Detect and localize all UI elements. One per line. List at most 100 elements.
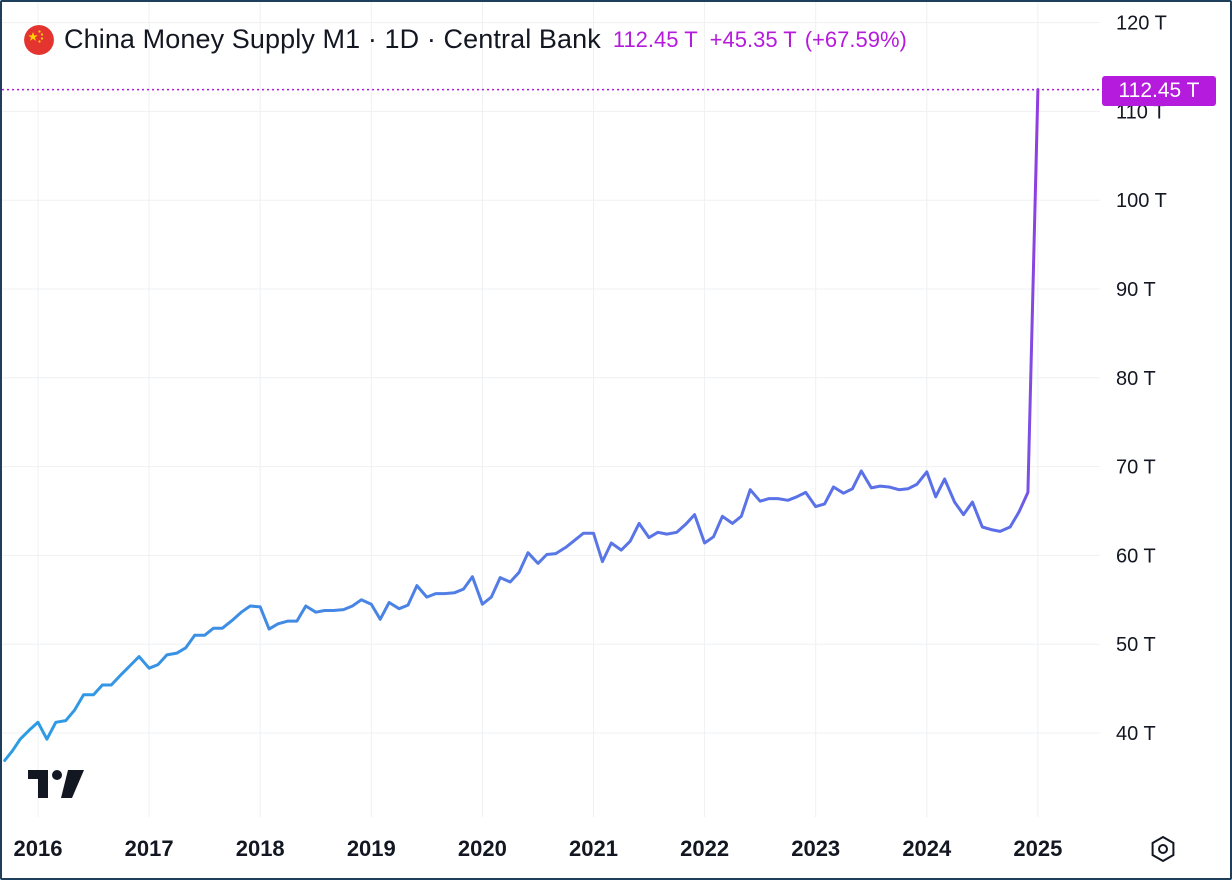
data-point xyxy=(120,673,123,676)
y-tick-label: 100 T xyxy=(1116,190,1167,212)
data-point xyxy=(332,609,335,612)
data-point xyxy=(28,729,31,732)
data-point xyxy=(953,501,956,504)
data-point xyxy=(64,719,67,722)
x-tick-label: 2021 xyxy=(569,836,618,861)
data-point xyxy=(518,571,521,574)
data-point xyxy=(740,515,743,518)
data-point xyxy=(212,627,215,630)
data-point xyxy=(712,535,715,538)
data-point xyxy=(537,562,540,565)
data-point xyxy=(832,486,835,489)
data-point xyxy=(471,575,474,578)
data-point xyxy=(509,581,512,584)
data-point xyxy=(323,609,326,612)
data-point xyxy=(416,584,419,587)
data-point xyxy=(370,603,373,606)
data-point xyxy=(731,522,734,525)
data-point xyxy=(981,526,984,529)
data-point xyxy=(82,693,85,696)
data-point xyxy=(360,598,363,601)
chart-title: China Money Supply M1 · 1D · Central Ban… xyxy=(64,24,601,54)
x-tick-label: 2019 xyxy=(347,836,396,861)
data-point xyxy=(1027,491,1030,494)
data-point xyxy=(184,646,187,649)
data-point xyxy=(703,542,706,545)
data-point xyxy=(879,485,882,488)
data-point xyxy=(221,627,224,630)
data-point xyxy=(314,611,317,614)
data-point xyxy=(777,497,780,500)
data-point xyxy=(1037,88,1040,91)
data-point xyxy=(925,471,928,474)
data-point xyxy=(999,530,1002,533)
data-point xyxy=(231,619,234,622)
data-point xyxy=(665,533,668,536)
data-point xyxy=(101,684,104,687)
x-tick-label: 2025 xyxy=(1013,836,1062,861)
data-point xyxy=(814,505,817,508)
x-tick-label: 2016 xyxy=(14,836,63,861)
series-layer xyxy=(3,88,1040,762)
data-point xyxy=(240,611,243,614)
data-point xyxy=(277,622,280,625)
data-point xyxy=(601,560,604,563)
data-point xyxy=(148,667,151,670)
series-line xyxy=(3,88,1040,762)
data-point xyxy=(870,487,873,490)
data-point xyxy=(443,592,446,595)
data-point xyxy=(268,628,271,631)
y-tick-label: 90 T xyxy=(1116,279,1156,301)
y-tick-label: 70 T xyxy=(1116,457,1156,479)
settings-hexagon-icon[interactable] xyxy=(1148,834,1178,864)
data-point xyxy=(934,495,937,498)
change-value: +45.35 T xyxy=(709,26,797,52)
x-tick-label: 2020 xyxy=(458,836,507,861)
last-price-badge: 112.45 T xyxy=(1102,76,1216,106)
y-tick-label: 80 T xyxy=(1116,368,1156,390)
data-point xyxy=(527,551,530,554)
data-point xyxy=(129,664,132,667)
x-tick-label: 2022 xyxy=(680,836,729,861)
data-point xyxy=(629,540,632,543)
data-point xyxy=(193,634,196,637)
x-tick-label: 2024 xyxy=(902,836,952,861)
last-value: 112.45 T xyxy=(612,26,698,52)
data-point xyxy=(759,500,762,503)
data-point xyxy=(888,486,891,489)
data-point xyxy=(46,738,49,741)
data-point xyxy=(490,596,493,599)
data-point xyxy=(11,749,14,752)
data-point xyxy=(768,497,771,500)
chart-legend[interactable]: China Money Supply M1 · 1D · Central Ban… xyxy=(24,24,907,55)
data-point xyxy=(481,603,484,606)
data-point xyxy=(92,693,95,696)
x-axis[interactable]: 2016 2017 2018 2019 2020 2021 2022 2023 2024 2025 xyxy=(14,836,1063,861)
data-point xyxy=(638,522,641,525)
data-point xyxy=(434,592,437,595)
data-point xyxy=(971,501,974,504)
data-point xyxy=(379,618,382,621)
data-point xyxy=(249,605,252,608)
data-point xyxy=(19,738,22,741)
data-point xyxy=(620,549,623,552)
data-point xyxy=(462,588,465,591)
data-point xyxy=(915,483,918,486)
data-point xyxy=(823,503,826,506)
y-tick-label: 110 T xyxy=(1116,101,1165,123)
x-tick-label: 2018 xyxy=(236,836,285,861)
y-axis[interactable]: 40 T 50 T 60 T 70 T 80 T 90 T 100 T 110 T 120 T xyxy=(1116,13,1167,745)
data-point xyxy=(157,663,160,666)
data-point xyxy=(1009,526,1012,529)
data-point xyxy=(898,488,901,491)
y-tick-label: 40 T xyxy=(1116,723,1156,745)
data-point xyxy=(804,491,807,494)
data-point xyxy=(592,532,595,535)
data-point xyxy=(962,513,965,516)
data-point xyxy=(657,531,660,534)
tradingview-logo-icon[interactable] xyxy=(28,770,84,803)
y-tick-label: 60 T xyxy=(1116,545,1156,567)
data-point xyxy=(675,531,678,534)
